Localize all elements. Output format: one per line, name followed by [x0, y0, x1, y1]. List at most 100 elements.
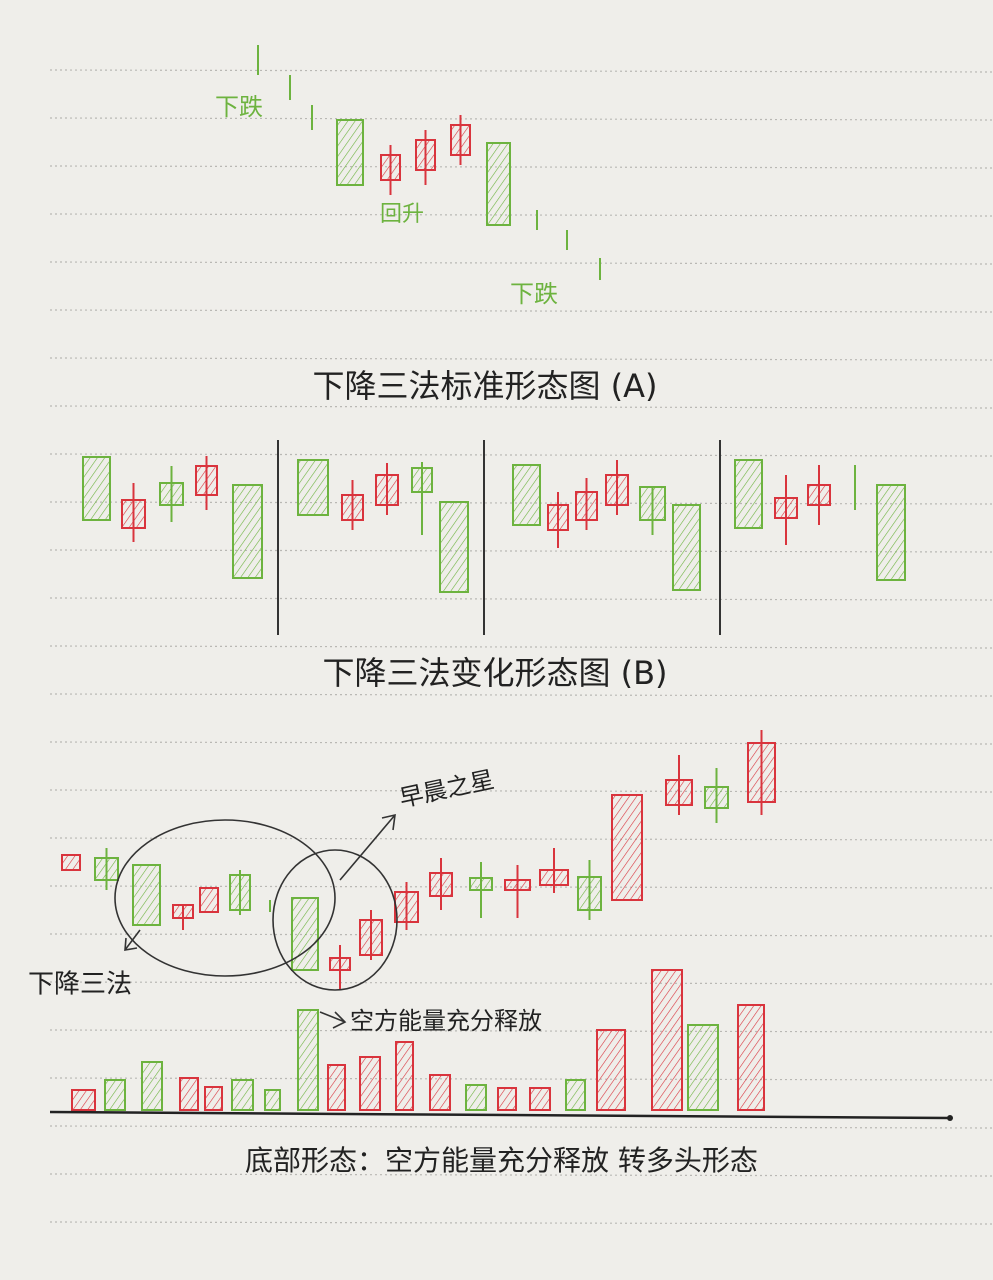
volume-bar: [141, 1061, 163, 1111]
candle-body: [611, 794, 643, 901]
candle-body: [195, 465, 218, 496]
label: 下跌: [215, 93, 263, 121]
candle-body: [469, 877, 493, 891]
ruled-line: [49, 165, 993, 169]
candle-body: [512, 464, 541, 526]
arrow: [124, 929, 141, 951]
candle-body: [341, 494, 364, 521]
candle-body: [539, 869, 569, 886]
ruled-line: [49, 405, 993, 409]
title: 底部形态：空方能量充分释放 转多头形态: [245, 1144, 758, 1177]
axis-line: [49, 1110, 951, 1120]
candle-body: [232, 484, 263, 579]
ruled-line: [49, 1221, 993, 1225]
candle-body: [336, 119, 364, 186]
ruled-line: [49, 645, 993, 649]
title: 下降三法标准形态图 (A): [312, 367, 657, 405]
volume-bar: [497, 1087, 517, 1111]
volume-bar: [231, 1079, 254, 1111]
ruled-line: [49, 357, 993, 361]
candle-body: [121, 499, 146, 529]
candle-body: [229, 874, 251, 911]
volume-bar: [429, 1074, 451, 1111]
candle-body: [734, 459, 763, 529]
volume-bar: [179, 1077, 199, 1111]
candle-body: [411, 467, 433, 493]
candle-body: [747, 742, 776, 803]
candle-body: [415, 139, 436, 171]
ruled-line: [49, 69, 993, 73]
candle-body: [486, 142, 511, 226]
volume-bar: [297, 1009, 319, 1111]
candle-body: [774, 497, 798, 519]
axis-dot: [947, 1115, 953, 1121]
candle-body: [329, 957, 351, 971]
volume-bar: [264, 1089, 281, 1111]
label: 下降三法: [28, 970, 132, 1000]
candle-body: [450, 124, 471, 156]
volume-bar: [529, 1087, 551, 1111]
ruled-line: [49, 1173, 993, 1177]
candle-body: [504, 879, 531, 891]
ruled-line: [49, 1077, 993, 1081]
volume-bar: [465, 1084, 487, 1111]
candle-body: [876, 484, 906, 581]
candle-body: [82, 456, 111, 521]
candle-body: [375, 474, 399, 506]
candle-body: [439, 501, 469, 593]
ruled-line: [49, 117, 993, 121]
candle-body: [380, 154, 401, 181]
arrow: [319, 1011, 347, 1029]
candle-body: [605, 474, 629, 506]
candle-body: [199, 887, 219, 913]
candle-body: [547, 504, 569, 531]
volume-bar: [204, 1086, 223, 1111]
candle-body: [575, 491, 598, 521]
candle-body: [159, 482, 184, 506]
volume-bar: [395, 1041, 414, 1111]
ruled-line: [49, 693, 993, 697]
circle: [272, 849, 398, 991]
candle-body: [394, 891, 419, 923]
volume-bar: [687, 1024, 719, 1111]
candle-body: [297, 459, 329, 516]
ruled-line: [49, 309, 993, 313]
ruled-lines: [49, 69, 993, 1225]
ruled-line: [49, 741, 993, 745]
volume-bar: [565, 1079, 586, 1111]
ruled-line: [49, 597, 993, 601]
title: 下降三法变化形态图 (B): [322, 654, 667, 692]
candle-body: [704, 786, 729, 809]
volume-bar: [651, 969, 683, 1111]
candle-body: [359, 919, 383, 956]
candle-body: [61, 854, 81, 871]
candle-body: [291, 897, 319, 971]
label: 回升: [380, 202, 424, 227]
ruled-line: [49, 981, 993, 985]
candle-body: [665, 779, 693, 806]
volume-bar: [359, 1056, 381, 1111]
ruled-line: [49, 837, 993, 841]
volume-bar: [737, 1004, 765, 1111]
volume-bar: [327, 1064, 346, 1111]
candles: [61, 45, 906, 1111]
ruled-line: [49, 549, 993, 553]
candle-body: [807, 484, 831, 506]
candle-body: [639, 486, 666, 521]
candle-body: [94, 857, 119, 881]
circle: [114, 819, 336, 977]
label: 下跌: [510, 280, 558, 308]
ruled-line: [49, 1029, 993, 1033]
candle-body: [429, 872, 453, 897]
volume-bar: [104, 1079, 126, 1111]
ruled-line: [49, 789, 993, 793]
candle-body: [172, 904, 194, 919]
arrow: [339, 813, 396, 881]
ruled-line: [49, 1125, 993, 1129]
candle-body: [577, 876, 602, 911]
label: 空方能量充分释放: [350, 1007, 542, 1035]
volume-bar: [596, 1029, 626, 1111]
ruled-line: [49, 453, 993, 457]
